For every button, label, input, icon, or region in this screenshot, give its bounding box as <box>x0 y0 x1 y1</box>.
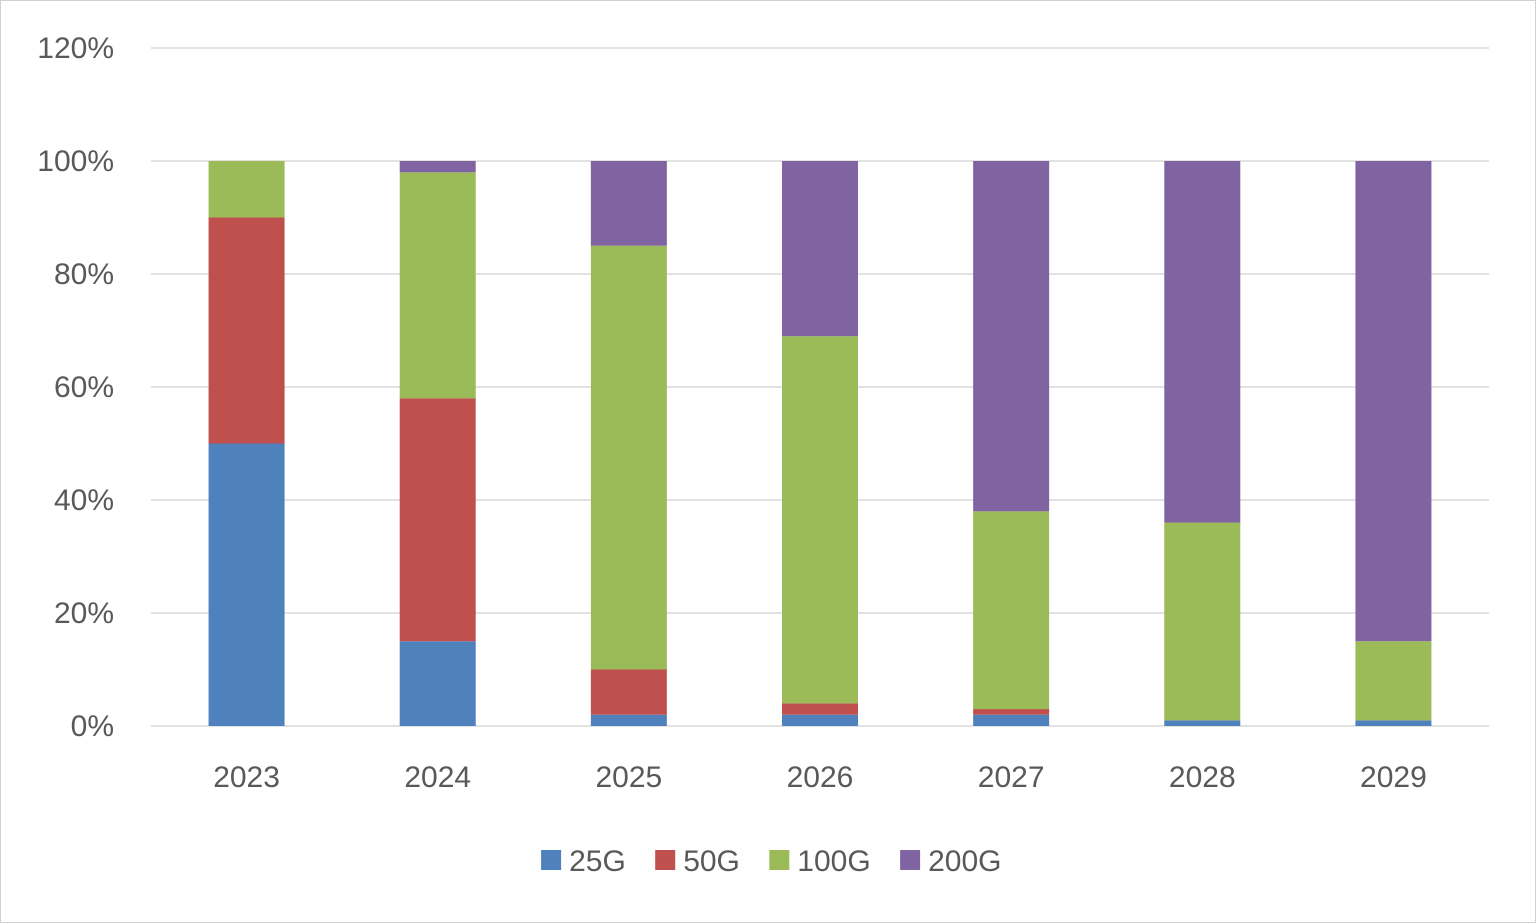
bar-2027-50G <box>973 709 1050 715</box>
y-axis-tick-labels: 0% 20% 40% 60% 80% 100% 120% <box>37 32 114 743</box>
bar-2025-50G <box>590 669 667 715</box>
bar-2023-50G <box>208 217 285 444</box>
y-tick-label: 60% <box>54 371 114 404</box>
x-tick-label: 2026 <box>787 761 854 794</box>
legend-swatch-25G <box>541 850 562 870</box>
bar-2023-25G <box>208 443 285 726</box>
legend-swatch-200G <box>900 850 921 870</box>
y-tick-label: 20% <box>54 597 114 630</box>
bar-2024-25G <box>399 641 476 726</box>
bars <box>208 161 1432 726</box>
x-tick-label: 2025 <box>595 761 662 794</box>
bar-2023-100G <box>208 161 285 218</box>
x-axis-tick-labels: 2023 2024 2025 2026 2027 2028 2029 <box>213 761 1427 794</box>
bar-2029-200G <box>1355 161 1432 642</box>
y-tick-label: 100% <box>37 145 114 178</box>
x-tick-label: 2023 <box>213 761 280 794</box>
bar-2026-200G <box>782 161 858 337</box>
bar-2027-100G <box>973 511 1050 710</box>
y-tick-label: 120% <box>37 32 114 65</box>
x-tick-label: 2029 <box>1360 761 1427 794</box>
bar-2024-100G <box>399 172 476 399</box>
bar-2029-100G <box>1355 641 1432 721</box>
y-tick-label: 80% <box>54 258 114 291</box>
legend: 25G 50G 100G 200G <box>541 845 1001 878</box>
bar-2024-200G <box>399 161 476 173</box>
bar-2026-100G <box>782 336 858 704</box>
bar-2026-50G <box>782 703 858 715</box>
legend-swatch-100G <box>769 850 790 870</box>
x-tick-label: 2024 <box>404 761 471 794</box>
bar-2026-25G <box>782 714 858 726</box>
bar-2028-25G <box>1164 720 1241 726</box>
bar-2027-200G <box>973 161 1050 512</box>
bar-2024-50G <box>399 398 476 642</box>
bar-2025-100G <box>590 245 667 670</box>
bar-2025-200G <box>590 161 667 246</box>
bar-2027-25G <box>973 714 1050 726</box>
y-tick-label: 40% <box>54 484 114 517</box>
legend-label-100G: 100G <box>797 845 870 878</box>
y-tick-label: 0% <box>71 710 114 743</box>
legend-label-200G: 200G <box>928 845 1001 878</box>
bar-2025-25G <box>590 714 667 726</box>
legend-swatch-50G <box>655 850 676 870</box>
legend-label-50G: 50G <box>683 845 740 878</box>
x-tick-label: 2027 <box>978 761 1045 794</box>
legend-label-25G: 25G <box>569 845 626 878</box>
bar-2028-200G <box>1164 161 1241 523</box>
bar-2029-25G <box>1355 720 1432 726</box>
bar-2028-100G <box>1164 522 1241 721</box>
x-tick-label: 2028 <box>1169 761 1236 794</box>
